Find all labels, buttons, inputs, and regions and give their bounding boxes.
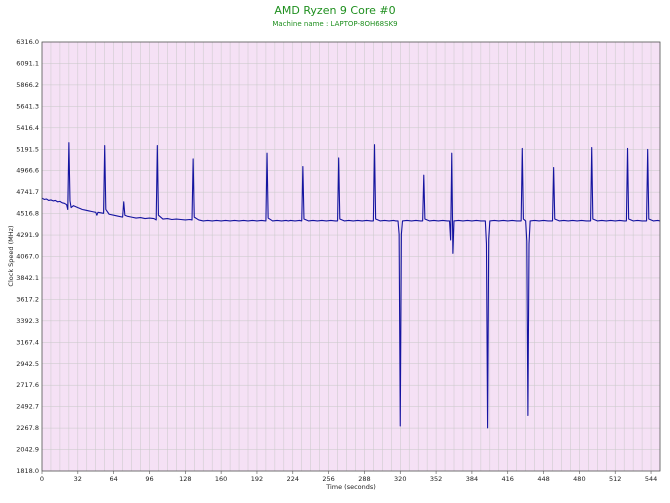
grid-lines [41,41,661,472]
x-tick-label: 320 [394,475,406,483]
y-tick-label: 2942.5 [16,360,39,368]
y-tick-label: 6091.1 [16,59,39,67]
x-tick-label: 224 [287,475,299,483]
x-tick-label: 256 [322,475,334,483]
x-tick-label: 96 [145,475,153,483]
y-tick-label: 6316.0 [16,38,39,46]
x-tick-label: 480 [573,475,585,483]
x-tick-label: 448 [537,475,549,483]
series-line [41,142,661,429]
y-tick-label: 3617.2 [16,295,39,303]
y-tick-label: 2492.7 [16,403,39,411]
y-tick-label: 5641.3 [16,102,39,110]
x-axis-label: Time (seconds) [325,483,376,491]
y-tick-label: 2042.9 [16,446,39,454]
y-tick-label: 5866.2 [16,81,39,89]
y-tick-label: 2717.6 [16,381,39,389]
y-tick-label: 3392.3 [16,317,39,325]
chart-title: AMD Ryzen 9 Core #0 [274,4,395,17]
x-axis-ticks: 0 32 64 96 128 160 192 224 256 288 320 352 384 416 448… [40,471,657,483]
y-tick-label: 2267.8 [16,424,39,432]
y-tick-label: 4741.7 [16,188,39,196]
y-axis-label: Clock Speed (MHz) [7,225,15,286]
x-tick-label: 128 [179,475,191,483]
y-tick-label: 4966.6 [16,167,39,175]
y-axis-ticks: 1818.0 2042.9 2267.8 2492.7 2717.6 2942.5 3167… [16,38,39,475]
x-tick-label: 416 [502,475,514,483]
x-tick-label: 64 [110,475,118,483]
x-tick-label: 32 [74,475,82,483]
y-tick-label: 3167.4 [16,338,39,346]
y-tick-label: 3842.1 [16,274,39,282]
x-tick-label: 288 [358,475,370,483]
x-tick-label: 160 [215,475,227,483]
x-tick-label: 544 [645,475,657,483]
x-tick-label: 0 [40,475,44,483]
y-tick-label: 5191.5 [16,145,39,153]
y-tick-label: 5416.4 [16,124,39,132]
series-layer [41,142,661,429]
y-tick-label: 4291.9 [16,231,39,239]
x-tick-label: 512 [609,475,621,483]
x-tick-label: 384 [466,475,478,483]
y-tick-label: 1818.0 [16,467,39,475]
x-tick-label: 352 [430,475,442,483]
y-tick-label: 4067.0 [16,253,39,261]
x-tick-label: 192 [251,475,263,483]
y-tick-label: 4516.8 [16,210,39,218]
plot-frame [41,41,661,472]
chart-subtitle: Machine name : LAPTOP-8OH68SK9 [272,20,397,28]
